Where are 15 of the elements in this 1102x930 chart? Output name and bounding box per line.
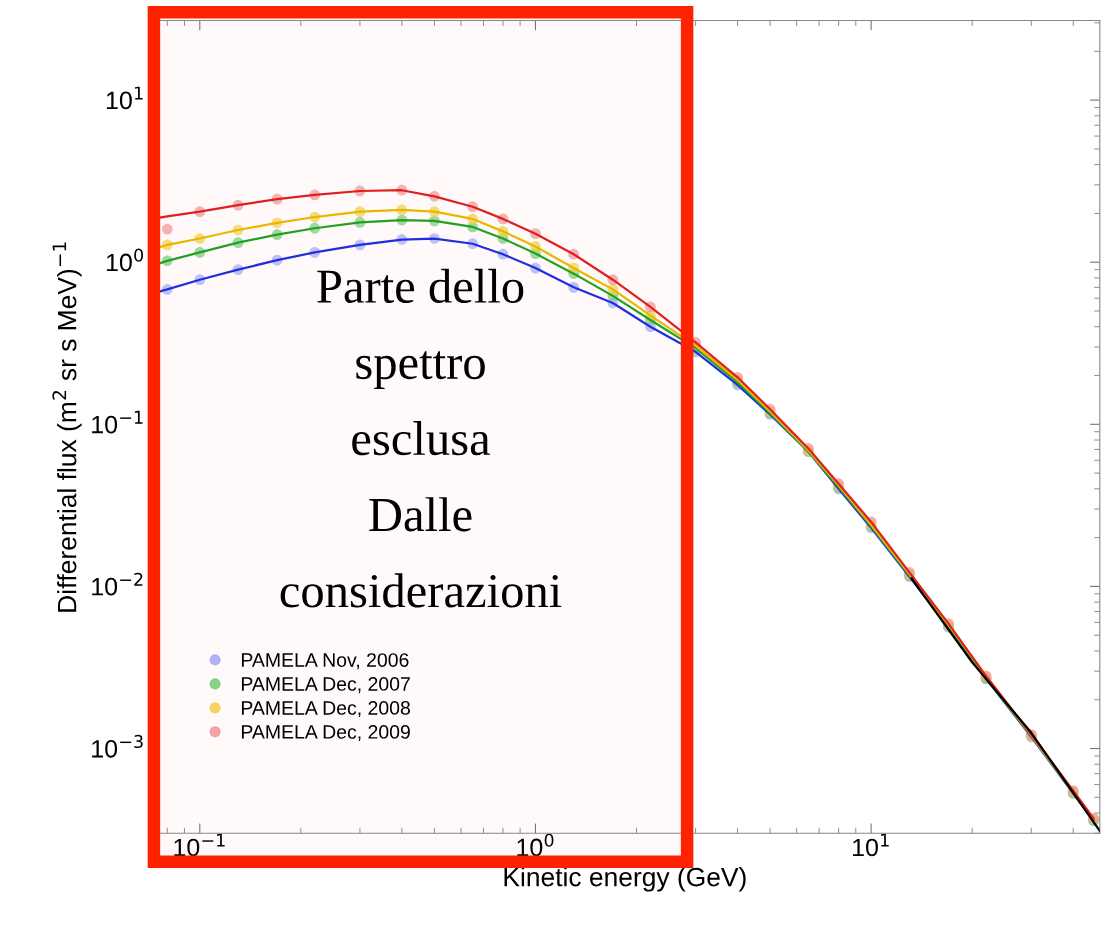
band-label: Parte dello spettro esclusa Dalle considerazioni <box>280 268 562 608</box>
y-tick-label: 10$^{−3}$ <box>92 734 143 758</box>
legend-label: PAMELA Dec, 2009 <box>241 725 410 742</box>
x-axis-title: Kinetic energy (GeV) <box>504 867 746 892</box>
legend-label: PAMELA Dec, 2008 <box>241 701 410 718</box>
y-tick-label: 10$^{−2}$ <box>92 572 143 596</box>
x-tick-label: 10$^{0}$ <box>517 833 554 857</box>
y-tick-label: 10$^{1}$ <box>106 86 143 110</box>
x-tick-label: 10$^{1}$ <box>853 833 889 857</box>
y-tick-label: 10$^{−1}$ <box>92 410 143 434</box>
y-axis-title: Differential flux (m$^{2}$ sr s MeV)$^{−1}$ <box>52 242 82 612</box>
x-tick-label: 10$^{−1}$ <box>174 833 225 857</box>
y-tick-label: 10$^{0}$ <box>106 248 144 272</box>
legend-label: PAMELA Nov, 2006 <box>241 653 409 670</box>
legend-label: PAMELA Dec, 2007 <box>241 677 410 694</box>
